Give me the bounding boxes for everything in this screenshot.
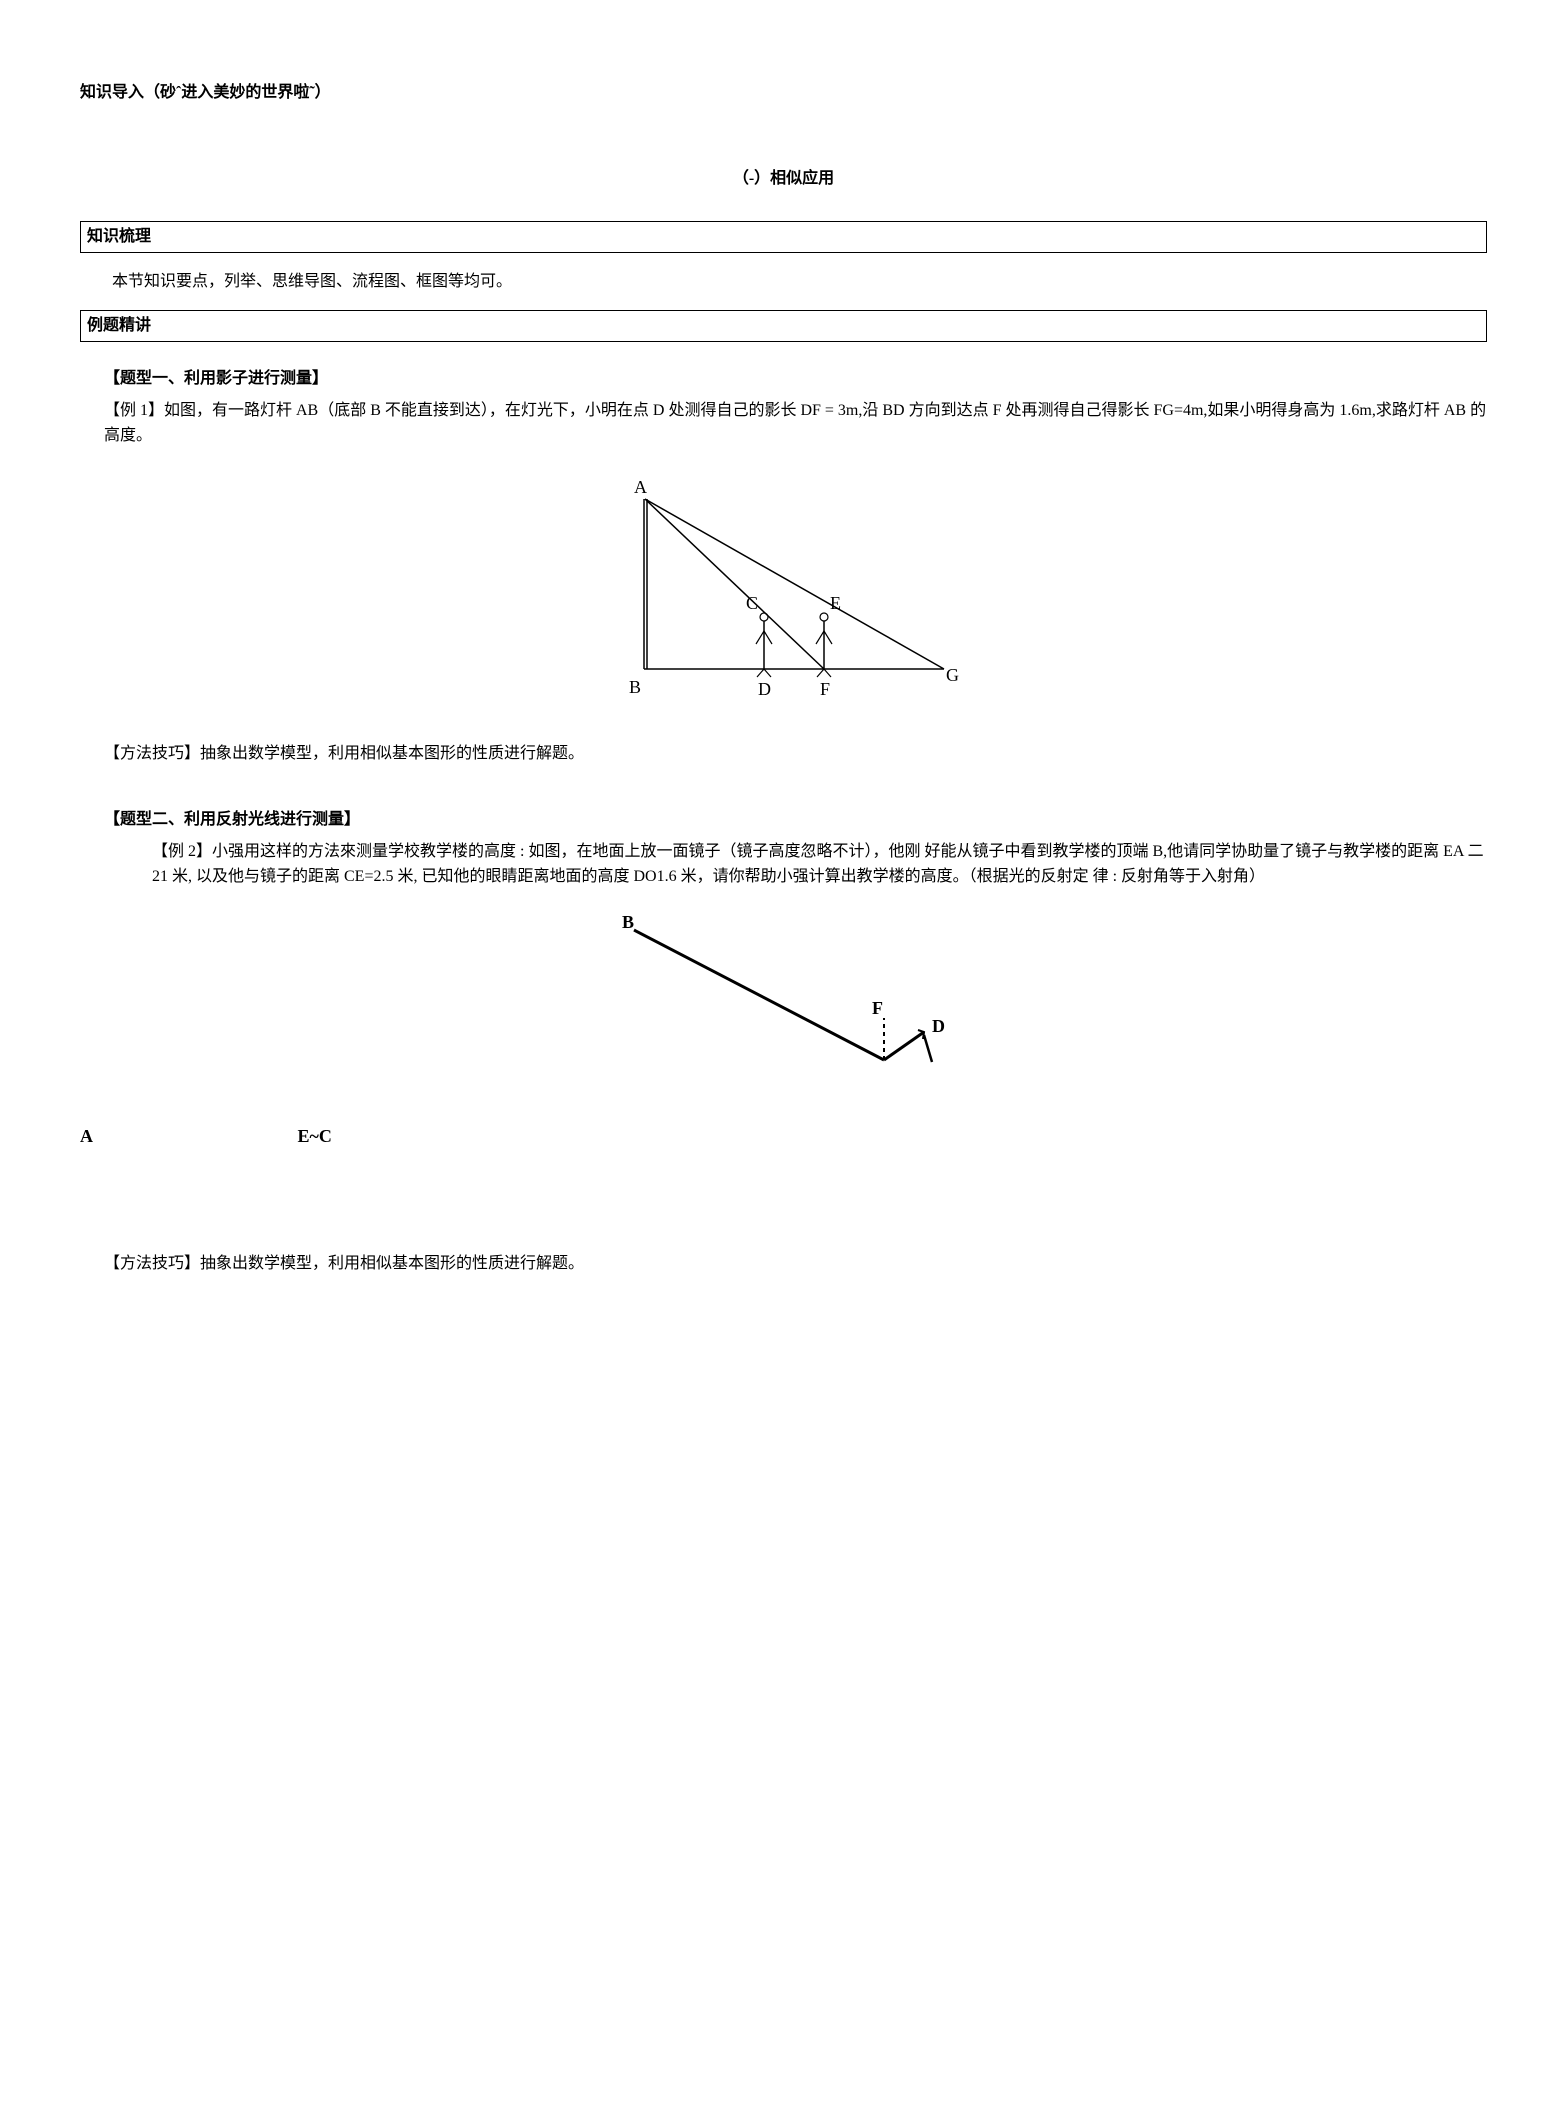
label-EC: E~C: [298, 1122, 332, 1151]
type2-header: 【题型二、利用反射光线进行测量】: [80, 807, 1487, 833]
fig1-label-B: B: [629, 677, 641, 697]
box-examples: 例题精讲: [80, 310, 1487, 342]
box-knowledge-combing: 知识梳理: [80, 221, 1487, 253]
fig2-label-F: F: [872, 998, 883, 1018]
fig2-label-B: B: [622, 912, 634, 932]
summary-text: 本节知识要点，列举、思维导图、流程图、框图等均可。: [80, 269, 1487, 295]
example-1-text: 【例 1】如图，有一路灯杆 AB（底部 B 不能直接到达），在灯光下，小明在点 …: [104, 402, 1486, 445]
figure-2: B F D: [80, 910, 1487, 1099]
fig1-label-F: F: [820, 679, 830, 699]
fig1-label-C: C: [746, 593, 758, 613]
method-1: 【方法技巧】抽象出数学模型，利用相似基本图形的性质进行解题。: [80, 741, 1487, 767]
example-2: 【例 2】小强用这样的方法來测量学校教学楼的高度 : 如图，在地面上放一面镜子（…: [80, 839, 1487, 890]
type1-header: 【题型一、利用影子进行测量】: [80, 366, 1487, 392]
bottom-label-row: A E~C: [80, 1122, 1487, 1151]
method-2: 【方法技巧】抽象出数学模型，利用相似基本图形的性质进行解题。: [80, 1251, 1487, 1277]
fig1-label-A: A: [634, 477, 647, 497]
figure-1: A B C E D F G: [80, 469, 1487, 718]
fig1-label-D: D: [758, 679, 771, 699]
fig1-label-G: G: [946, 665, 959, 685]
example-1: 【例 1】如图，有一路灯杆 AB（底部 B 不能直接到达），在灯光下，小明在点 …: [80, 398, 1487, 449]
fig1-label-E: E: [830, 593, 841, 613]
fig2-label-D: D: [932, 1016, 945, 1036]
example-2-text: 【例 2】小强用这样的方法來测量学校教学楼的高度 : 如图，在地面上放一面镜子（…: [104, 839, 1487, 890]
main-section-title: （-）相似应用: [80, 166, 1487, 192]
intro-text: 知识导入（砂ˆ进入美妙的世界啦˜）: [80, 80, 1487, 106]
label-A: A: [80, 1122, 93, 1151]
